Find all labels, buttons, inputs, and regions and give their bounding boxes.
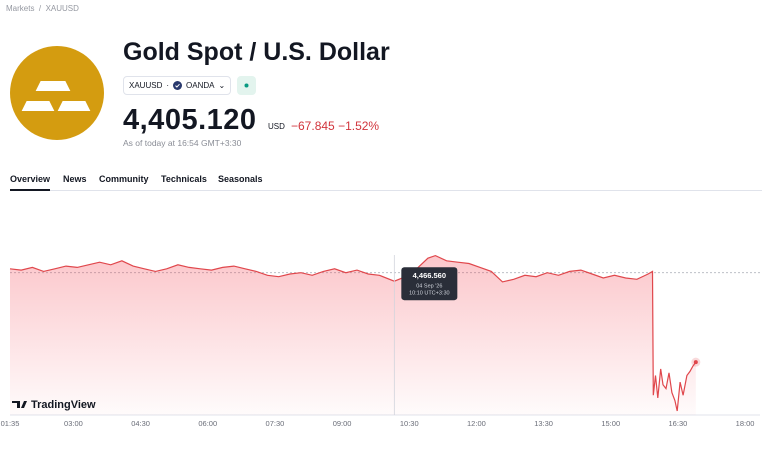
title: Gold Spot / U.S. Dollar xyxy=(123,38,390,66)
x-tick-label: 12:00 xyxy=(467,419,486,428)
tooltip-date: 04 Sep '26 xyxy=(416,284,442,290)
change-value: −67.845 xyxy=(291,119,335,133)
symbol: XAUUSD xyxy=(129,81,163,90)
x-tick-label: 10:30 xyxy=(400,419,419,428)
x-tick-label: 07:30 xyxy=(266,419,285,428)
tab[interactable]: Technicals xyxy=(161,174,207,184)
area-fill xyxy=(10,255,696,415)
x-tick-label: 04:30 xyxy=(131,419,150,428)
status xyxy=(237,76,256,95)
x-tick-label: 06:00 xyxy=(198,419,217,428)
x-tick-label: 16:30 xyxy=(669,419,688,428)
symbol-chip[interactable]: XAUUSD · OANDA ⌄ xyxy=(123,76,232,95)
tab-divider xyxy=(10,190,762,191)
brand: TradingView xyxy=(31,399,96,411)
tab[interactable]: News xyxy=(63,174,87,184)
last-point xyxy=(693,360,698,365)
x-tick-label: 13:30 xyxy=(534,419,553,428)
crumb[interactable]: Markets xyxy=(6,4,35,13)
x-tick-label: 18:00 xyxy=(736,419,755,428)
price: 4,405.120 xyxy=(123,104,257,136)
exchange: OANDA xyxy=(186,81,215,90)
x-tick-label: 15:00 xyxy=(601,419,620,428)
tab-underline xyxy=(10,189,50,191)
chart: 01:35 03:00 04:30 06:00 07:30 09:00 10:30 12:00… xyxy=(1,254,760,428)
symbol-logo xyxy=(10,46,104,140)
tab[interactable]: Seasonals xyxy=(218,174,263,184)
tooltip-box xyxy=(401,267,458,301)
crumb[interactable]: XAUUSD xyxy=(45,4,79,13)
x-tick-label: 01:35 xyxy=(1,419,20,428)
x-tick-label: 09:00 xyxy=(333,419,352,428)
as-of: As of today at 16:54 GMT+3:30 xyxy=(123,138,242,148)
tooltip-time: 10:10 UTC+3:30 xyxy=(409,291,450,297)
currency: USD xyxy=(268,122,285,131)
price-line xyxy=(9,254,697,412)
x-tick-label: 03:00 xyxy=(64,419,83,428)
change: −67.845 −1.52% xyxy=(291,119,379,133)
tab[interactable]: Community xyxy=(99,174,149,184)
change-percent: −1.52% xyxy=(338,119,380,133)
exchange-icon xyxy=(173,81,183,90)
logo-icon xyxy=(18,79,94,113)
brand-logo xyxy=(12,401,27,408)
breadcrumb: Markets / XAUUSD xyxy=(6,4,79,13)
tooltip-value: 4,466.560 xyxy=(413,271,446,280)
tab[interactable]: Overview xyxy=(10,174,51,184)
